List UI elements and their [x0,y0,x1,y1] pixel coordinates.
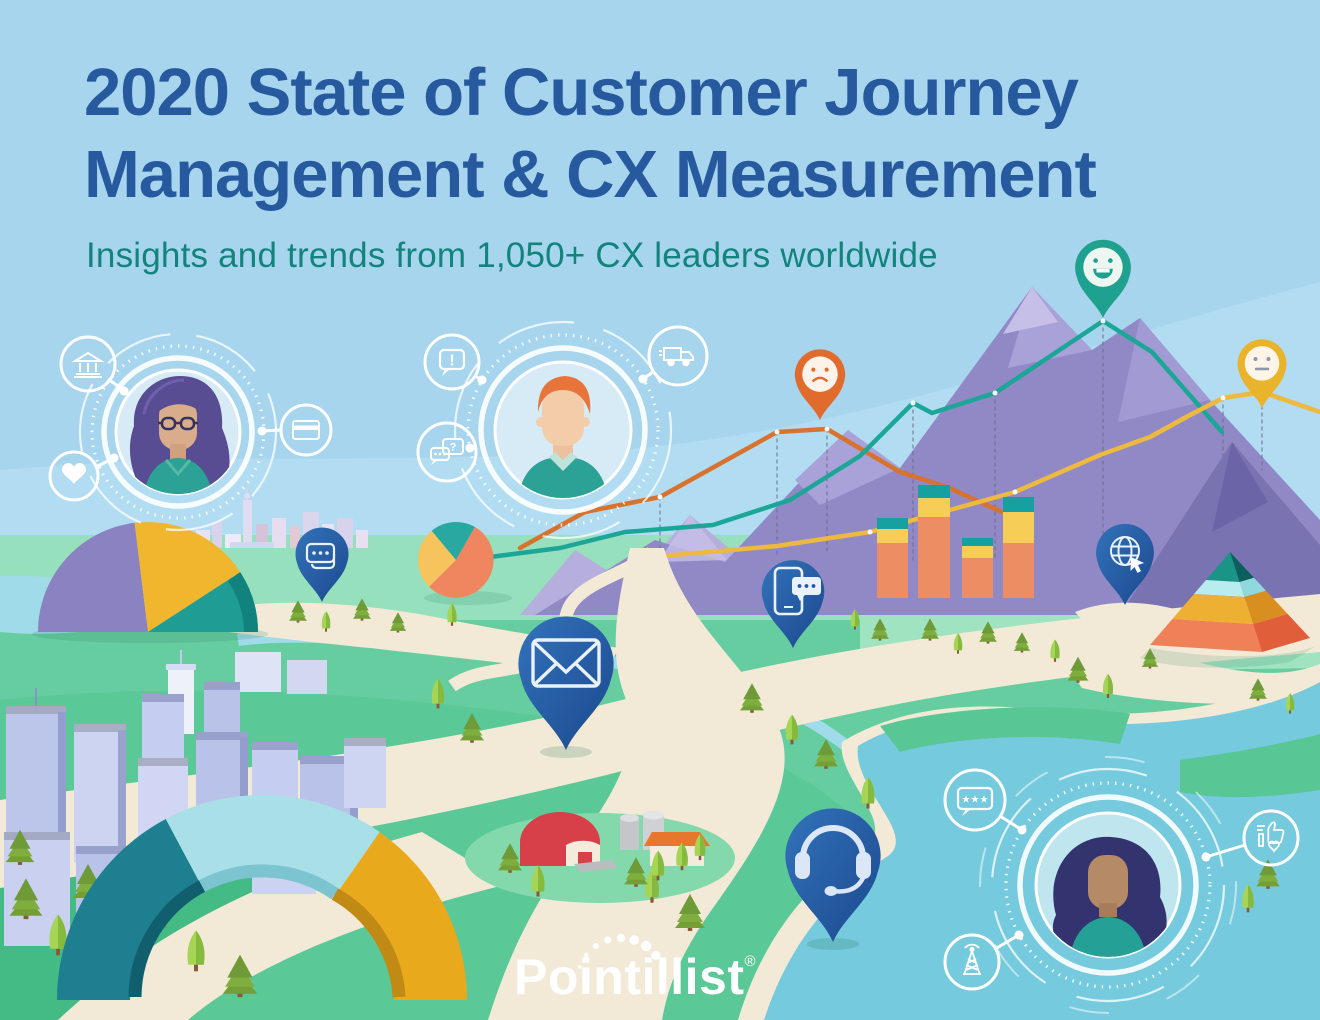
happy-pin [1075,239,1131,318]
headset-pin [785,808,881,950]
customer-avatar-3: ★★★ [943,756,1300,1014]
title-line-1: 2020 State of Customer Journey [84,55,1079,130]
email-pin [518,616,614,758]
half-pie-dome [32,521,268,643]
connector-dots [465,374,648,453]
social-reactions-icon [1257,821,1285,854]
delivery-truck-icon [659,347,694,367]
question-chat-icon: ? [430,438,464,465]
city-buildings [4,650,386,946]
happy-face-icon [1083,247,1123,287]
teal-trend-line [487,318,1225,560]
globe-cursor-icon [1110,536,1144,573]
credit-card-icon [292,420,320,440]
phone-pin [761,560,825,648]
customer-avatar-1 [48,332,333,532]
neutral-face-icon [1244,346,1280,381]
connector-dots [1014,825,1211,940]
registered-mark: ® [744,953,757,970]
mobile-chat-icon [773,566,821,616]
chat-bubble-icon [305,542,336,570]
page-title: 2020 State of Customer Journey Managemen… [84,52,1097,216]
glasses [158,416,198,431]
connector-dots [109,386,267,463]
chart-droplines [659,320,1263,561]
svg-text:?: ? [450,442,457,454]
avatar-man-orange-hair [519,376,607,498]
bar-chart-buildings [877,485,1034,598]
title-line-2: Management & CX Measurement [84,137,1097,212]
logo-dot-arc-icon [577,933,666,971]
front-dark-mountain [1120,442,1320,615]
avatar-woman-purple-hair [129,376,230,494]
envelope-icon [531,638,601,688]
sad-pin [794,349,846,420]
front-dark-mountain-facet [1212,442,1268,532]
pointillist-logo: Pointillist® [514,924,814,1020]
headset-icon [795,825,871,896]
svg-text:★★★: ★★★ [962,795,989,806]
logo-wordmark: Pointillist® [514,948,756,1006]
orange-trend-line [517,426,1005,551]
layered-pyramid [1140,552,1316,668]
customer-avatar-2: ! ? [416,320,709,540]
antenna-icon [963,943,981,976]
chat-pin [295,527,349,602]
svg-text:!: ! [449,353,454,370]
page-subtitle: Insights and trends from 1,050+ CX leade… [86,236,938,275]
alert-bubble-icon: ! [438,348,466,376]
sad-face-icon [802,356,838,392]
globe-pin [1096,523,1154,605]
rainbow-arch [57,794,467,1000]
review-stars-icon: ★★★ [956,786,994,816]
heart-icon [62,463,86,484]
pie-chart [417,521,512,605]
neutral-pin [1237,339,1287,408]
silo [620,818,639,850]
avatar-woman-dark-hair [1052,836,1167,957]
bank-icon [71,351,105,378]
logo-text: Pointillist [514,949,745,1005]
